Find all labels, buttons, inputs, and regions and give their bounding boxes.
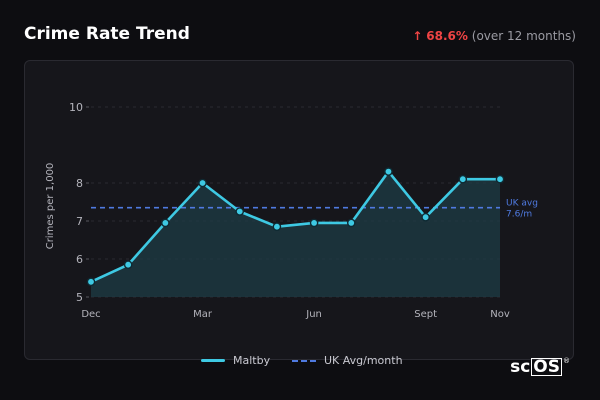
- data-point: [86, 277, 96, 287]
- change-summary: ↑ 68.6% (over 12 months): [412, 29, 576, 43]
- data-point: [272, 222, 282, 231]
- legend-swatch-series: [201, 359, 225, 362]
- registered-mark: ®: [563, 357, 570, 365]
- data-point: [495, 174, 505, 184]
- legend-item-series[interactable]: Maltby: [201, 354, 270, 367]
- y-tick-label: 6: [76, 253, 83, 266]
- y-tick-label: 5: [76, 291, 83, 304]
- change-percent: 68.6%: [426, 29, 468, 43]
- legend-swatch-average: [292, 359, 316, 362]
- data-point: [161, 218, 170, 228]
- data-point: [235, 207, 245, 216]
- legend-item-average[interactable]: UK Avg/month: [292, 354, 403, 367]
- arrow-up-icon: ↑: [412, 29, 423, 43]
- y-axis-label: Crimes per 1,000: [45, 163, 56, 250]
- x-tick-label: Nov: [490, 309, 510, 320]
- x-tick-label: Jun: [305, 309, 322, 320]
- data-point: [309, 218, 319, 228]
- chart-title: Crime Rate Trend: [24, 24, 190, 44]
- scos-logo: sc OS ®: [510, 357, 570, 377]
- logo-box-text: OS: [531, 357, 562, 377]
- change-period: (over 12 months): [471, 29, 576, 43]
- y-tick-label: 7: [76, 215, 83, 228]
- legend-label-series: Maltby: [233, 354, 271, 367]
- series-line: [89, 170, 502, 284]
- y-tick-label: 10: [69, 101, 83, 114]
- average-label-line2: 7.6/m: [506, 210, 532, 220]
- series-area: [91, 171, 500, 297]
- data-point: [384, 167, 393, 176]
- logo-text: sc: [510, 357, 531, 377]
- data-point: [198, 178, 207, 188]
- legend-label-average: UK Avg/month: [324, 354, 403, 367]
- average-label-line1: UK avg: [506, 199, 538, 209]
- x-tick-label: Sept: [414, 309, 437, 320]
- data-point: [458, 174, 468, 184]
- data-point: [346, 218, 356, 228]
- data-point: [421, 212, 430, 222]
- x-tick-label: Mar: [193, 309, 213, 320]
- data-point: [123, 260, 133, 270]
- chart-legend: Maltby UK Avg/month: [0, 354, 600, 370]
- x-tick-label: Dec: [81, 309, 100, 320]
- y-tick-label: 8: [76, 177, 83, 190]
